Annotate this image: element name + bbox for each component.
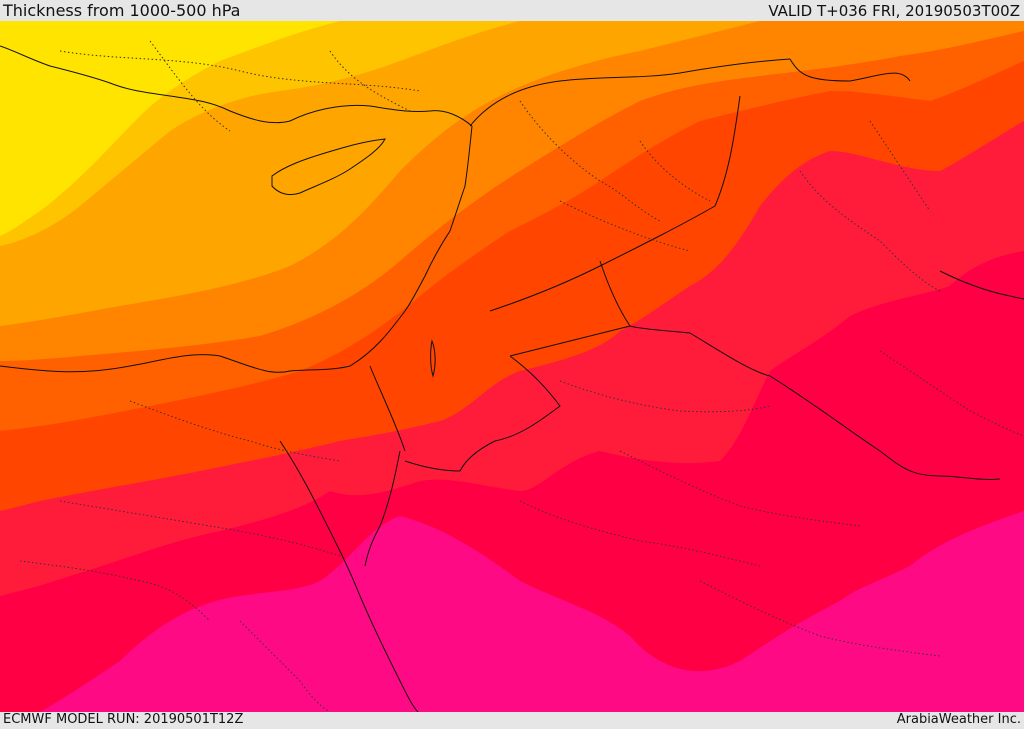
- model-run-label: ECMWF MODEL RUN: 20190501T12Z: [3, 712, 244, 727]
- coastlines: [0, 45, 1024, 712]
- national-borders: [369, 58, 1001, 480]
- valid-time-label: VALID T+036 FRI, 20190503T00Z: [768, 2, 1020, 20]
- header-bar: Thickness from 1000-500 hPa VALID T+036 …: [0, 0, 1024, 21]
- thickness-map[interactable]: [0, 21, 1024, 712]
- province-borders: [19, 40, 1024, 712]
- credit-label: ArabiaWeather Inc.: [896, 712, 1021, 727]
- footer-bar: ECMWF MODEL RUN: 20190501T12Z ArabiaWeat…: [0, 712, 1024, 729]
- map-title: Thickness from 1000-500 hPa: [3, 1, 241, 20]
